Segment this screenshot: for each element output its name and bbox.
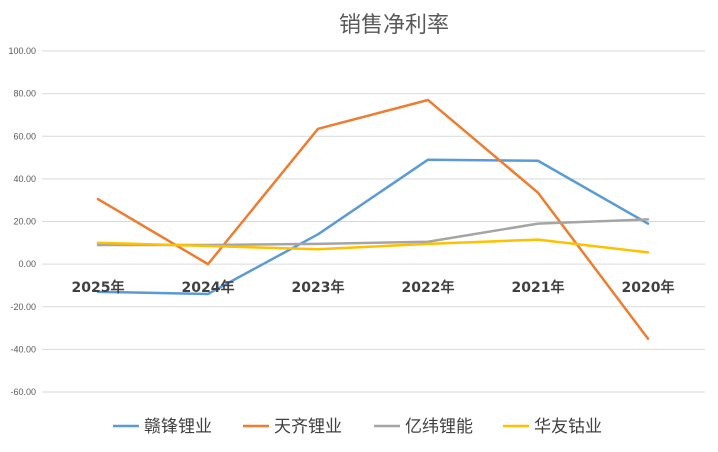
x-tick-label: 2021年 bbox=[512, 279, 565, 296]
y-tick-label: 80.00 bbox=[13, 89, 36, 99]
series-line bbox=[96, 158, 650, 296]
y-tick-label: 20.00 bbox=[13, 217, 36, 227]
x-tick-label: 2020年 bbox=[622, 279, 675, 296]
x-tick-label: 2022年 bbox=[402, 279, 455, 296]
y-tick-label: 60.00 bbox=[13, 131, 36, 141]
series-lines bbox=[96, 98, 650, 340]
legend-label: 亿纬锂能 bbox=[405, 417, 473, 437]
legend-label: 天齐锂业 bbox=[274, 417, 342, 437]
y-tick-label: -60.00 bbox=[10, 387, 36, 397]
y-axis-ticks: 100.00 80.00 60.00 40.00 20.00 0.00 -20.00 -40.… bbox=[8, 46, 36, 397]
x-tick-label: 2024年 bbox=[182, 279, 235, 296]
gridlines bbox=[42, 50, 705, 393]
legend: 赣锋锂业 天齐锂业 亿纬锂能 华友钴业 bbox=[113, 417, 602, 437]
x-tick-label: 2025年 bbox=[72, 279, 125, 296]
series-line bbox=[96, 238, 650, 254]
y-tick-label: -20.00 bbox=[10, 302, 36, 312]
series-line bbox=[96, 98, 650, 340]
series-line bbox=[96, 218, 650, 247]
y-tick-label: 0.00 bbox=[18, 259, 36, 269]
x-tick-label: 2023年 bbox=[292, 279, 345, 296]
x-axis-ticks: 2025年 2024年 2023年 2022年 2021年 2020年 bbox=[72, 279, 675, 296]
y-tick-label: 40.00 bbox=[13, 174, 36, 184]
legend-label: 华友钴业 bbox=[534, 417, 602, 437]
y-tick-label: -40.00 bbox=[10, 344, 36, 354]
chart-title: 销售净利率 bbox=[339, 13, 449, 38]
y-tick-label: 100.00 bbox=[8, 46, 36, 56]
legend-label: 赣锋锂业 bbox=[144, 417, 212, 437]
